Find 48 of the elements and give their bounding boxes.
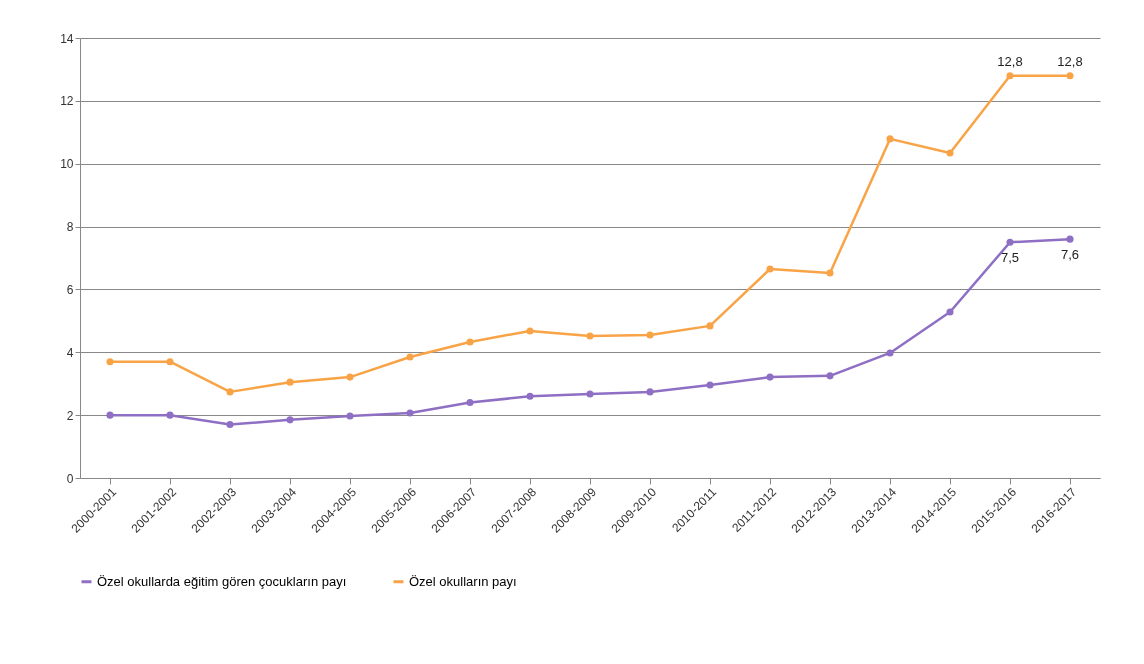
point <box>166 411 174 419</box>
point <box>106 411 114 419</box>
point <box>886 135 894 143</box>
point <box>886 349 894 357</box>
y-tick-label: 8 <box>66 220 74 235</box>
point <box>346 412 354 420</box>
y-tick-label: 0 <box>66 471 74 486</box>
data-label: 7,5 <box>1000 250 1020 266</box>
point <box>226 388 234 396</box>
legend-label: Özel okulların payı <box>409 573 517 589</box>
point <box>826 372 834 380</box>
y-tick-label: 2 <box>66 408 74 423</box>
point <box>766 373 774 381</box>
point <box>586 332 594 340</box>
point <box>166 358 174 366</box>
point <box>106 358 114 366</box>
point <box>466 399 474 407</box>
y-tick-label: 14 <box>60 31 74 46</box>
point <box>406 353 414 361</box>
point <box>1066 72 1074 80</box>
point <box>706 381 714 389</box>
point <box>646 331 654 339</box>
point <box>946 149 954 157</box>
point <box>526 327 534 335</box>
point <box>286 378 294 386</box>
point <box>646 388 654 396</box>
y-tick-label: 4 <box>66 345 74 360</box>
point <box>946 308 954 316</box>
point <box>1006 72 1014 80</box>
data-label: 12,8 <box>997 53 1023 69</box>
point <box>406 409 414 417</box>
point <box>586 390 594 398</box>
point <box>526 392 534 400</box>
point <box>346 373 354 381</box>
y-tick-label: 12 <box>60 94 74 109</box>
point <box>826 269 834 277</box>
point <box>706 322 714 330</box>
point <box>226 421 234 429</box>
y-tick-label: 6 <box>66 282 74 297</box>
y-tick-label: 10 <box>60 157 74 172</box>
point <box>286 416 294 424</box>
point <box>766 265 774 273</box>
data-label: 7,6 <box>1060 247 1080 263</box>
point <box>1006 238 1014 246</box>
point <box>466 338 474 346</box>
data-label: 12,8 <box>1057 53 1083 69</box>
point <box>1066 235 1074 243</box>
legend-label: Özel okullarda eğitim gören çocukların payı <box>97 573 347 589</box>
